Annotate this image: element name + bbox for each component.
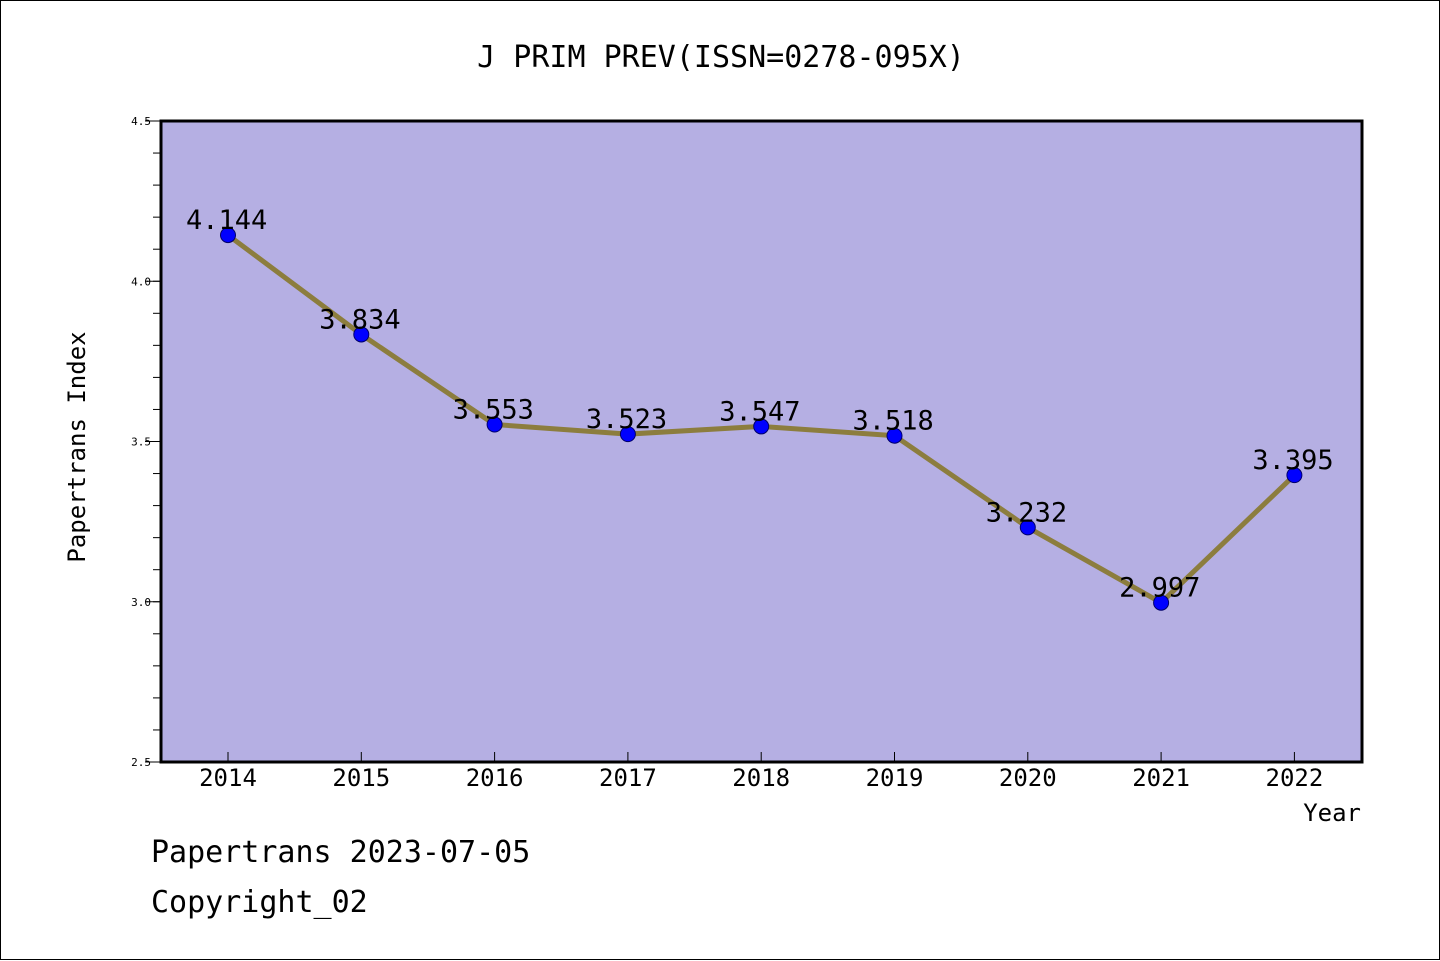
- chart-title: J PRIM PREV(ISSN=0278-095X): [477, 40, 965, 75]
- x-axis-ticks: 2014 2015 2016 2017 2018 2019 2020 2021 2022: [199, 752, 1323, 792]
- data-label: 3.553: [453, 395, 534, 426]
- data-label: 4.144: [186, 205, 267, 236]
- x-tick-label: 2016: [466, 764, 524, 792]
- data-point: [619, 426, 636, 443]
- plot-area: [161, 121, 1362, 762]
- data-point: [886, 427, 903, 444]
- y-tick-label: 3.0: [131, 596, 151, 609]
- y-tick-label: 3.5: [131, 436, 151, 449]
- x-tick-label: 2014: [199, 764, 257, 792]
- data-label: 3.547: [719, 396, 800, 427]
- data-point: [1153, 594, 1170, 611]
- data-markers: [220, 227, 1303, 611]
- footer-copyright: Copyright_02: [151, 885, 368, 920]
- x-tick-label: 2019: [866, 764, 924, 792]
- x-axis-title: Year: [1303, 799, 1361, 827]
- plot-border: [159, 119, 1364, 764]
- data-label: 3.518: [853, 406, 934, 437]
- y-tick-label: 4.5: [131, 115, 151, 128]
- data-point: [1286, 467, 1303, 484]
- data-label: 3.834: [319, 304, 400, 335]
- x-tick-label: 2015: [332, 764, 390, 792]
- data-label: 2.997: [1119, 573, 1200, 604]
- x-tick-label: 2022: [1266, 764, 1324, 792]
- x-tick-label: 2020: [999, 764, 1057, 792]
- data-point: [220, 227, 236, 244]
- y-axis-ticks: 2.5 3.0 3.5 4.0 4.5: [131, 115, 161, 769]
- y-tick-label: 2.5: [131, 756, 151, 769]
- data-point: [1019, 519, 1036, 536]
- data-label: 3.395: [1252, 445, 1333, 476]
- x-tick-label: 2017: [599, 764, 657, 792]
- footer-date: Papertrans 2023-07-05: [151, 835, 531, 870]
- x-tick-label: 2021: [1132, 764, 1190, 792]
- y-tick-label: 4.0: [131, 275, 151, 288]
- data-point: [486, 416, 503, 433]
- data-point: [753, 418, 770, 435]
- data-label: 3.523: [586, 404, 667, 435]
- data-label: 3.232: [986, 497, 1067, 528]
- x-tick-label: 2018: [732, 764, 790, 792]
- data-point: [353, 326, 370, 343]
- y-axis-title: Papertrans Index: [63, 331, 91, 562]
- data-labels: 4.144 3.834 3.553 3.523 3.547 3.518 3.232 2.997…: [186, 205, 1334, 604]
